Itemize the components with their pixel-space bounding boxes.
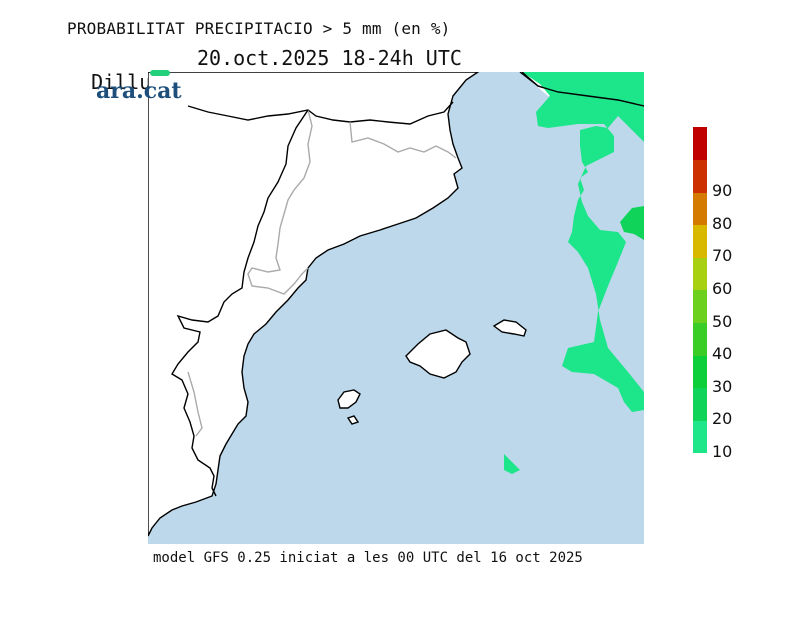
legend-band-20 (693, 387, 707, 421)
legend-label-20: 20 (712, 409, 733, 429)
model-footer: model GFS 0.25 iniciat a les 00 UTC del … (153, 550, 583, 566)
legend-band-60 (693, 257, 707, 291)
menorca-island (492, 319, 527, 337)
legend-label-40: 40 (712, 344, 733, 364)
region-border-west (247, 109, 313, 295)
northeast-coastline (521, 72, 644, 107)
color-legend (693, 127, 707, 454)
ibiza-island (337, 389, 361, 409)
legend-band-30 (693, 355, 707, 389)
region-border-north (349, 121, 457, 159)
western-outline (171, 109, 309, 497)
legend-band-10 (693, 420, 707, 454)
legend-band-50 (693, 290, 707, 323)
logo-text: ara.cat (96, 78, 182, 104)
mainland (148, 72, 480, 537)
precip-area-south (504, 454, 520, 474)
precip-area-north (522, 72, 644, 412)
legend-label-10: 10 (712, 442, 733, 461)
legend-band-80 (693, 192, 707, 226)
legend-band-90 (693, 159, 707, 193)
france-border (187, 101, 454, 125)
formentera-island (346, 415, 360, 425)
precipitation-map (148, 72, 644, 544)
legend-band-100 (693, 127, 707, 160)
legend-label-30: 30 (712, 376, 733, 396)
precip-area-dark (620, 206, 644, 240)
legend-label-80: 80 (712, 213, 733, 233)
region-border-south (187, 371, 203, 437)
chart-title: PROBABILITAT PRECIPITACIO > 5 mm (en %) (67, 19, 451, 38)
ara-cat-logo[interactable]: ara.cat (96, 70, 182, 104)
date-range-label: 20.oct.2025 18-24h UTC (197, 46, 462, 70)
legend-label-50: 50 (712, 311, 733, 331)
mallorca-island (405, 329, 471, 379)
legend-band-70 (693, 224, 707, 258)
logo-dot (150, 70, 170, 76)
legend-label-70: 70 (712, 246, 733, 266)
legend-band-40 (693, 322, 707, 356)
legend-label-60: 60 (712, 279, 733, 298)
legend-label-90: 90 (712, 181, 733, 201)
